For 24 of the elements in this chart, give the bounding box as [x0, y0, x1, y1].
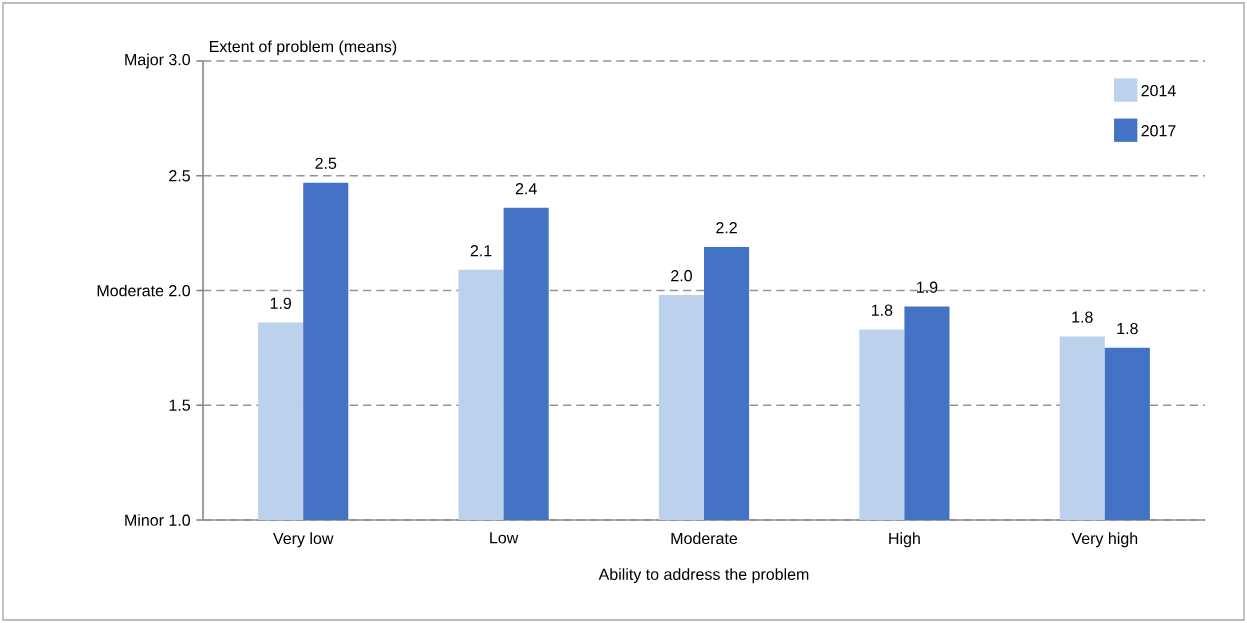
data-label: 1.8	[1072, 311, 1093, 323]
y-tick-label: 2.5	[169, 170, 191, 182]
y-tick-label: Major 3.0	[125, 53, 191, 69]
data-label: 2.5	[315, 157, 337, 169]
data-label: 2.1	[470, 245, 492, 257]
y-tick-label: Minor 1.0	[125, 514, 191, 526]
x-tick-label: Moderate	[671, 532, 738, 545]
legend-label: 2014	[1141, 84, 1176, 97]
data-label: 1.8	[1117, 322, 1138, 335]
y-tick-label: 1.5	[169, 399, 191, 411]
x-tick-label: Very high	[1071, 532, 1138, 548]
y-axis-title: Extent of problem (means)	[209, 40, 397, 56]
data-label: 1.8	[871, 304, 893, 316]
data-label: 1.9	[917, 281, 938, 293]
data-label: 2.2	[716, 222, 737, 234]
x-tick-label: Low	[490, 532, 519, 544]
data-label: 2.0	[671, 270, 692, 282]
x-tick-label: Very low	[273, 532, 334, 548]
y-tick-label: Moderate 2.0	[97, 284, 191, 297]
x-tick-label: High	[889, 532, 920, 548]
legend-label: 2017	[1141, 125, 1176, 137]
x-axis-title: Ability to address the problem	[598, 568, 809, 584]
data-label: 1.9	[270, 297, 292, 309]
data-label: 2.4	[515, 183, 537, 195]
